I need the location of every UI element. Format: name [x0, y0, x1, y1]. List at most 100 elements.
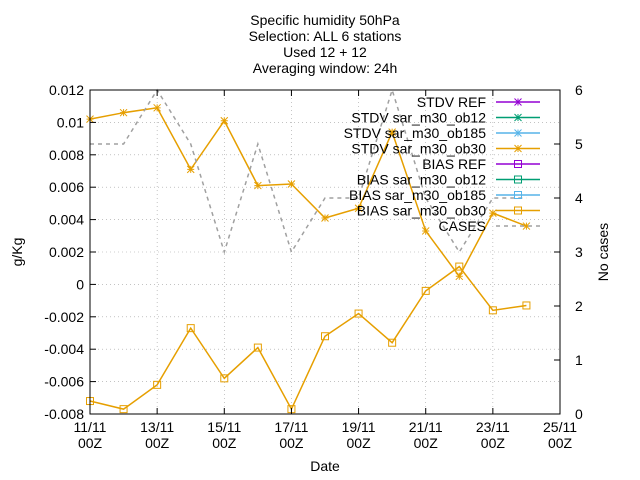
y2-tick-label: 5 — [575, 136, 583, 152]
data-point — [220, 374, 229, 383]
y-tick-label: 0.01 — [57, 114, 84, 130]
data-point — [489, 209, 497, 217]
legend-entry: BIAS sar_m30_ob185 — [349, 187, 540, 203]
legend-entry: BIAS sar_m30_ob30 — [357, 203, 540, 219]
data-point — [514, 191, 522, 199]
data-point — [514, 144, 522, 153]
axis-labels: Date g/Kg No cases — [9, 223, 611, 474]
data-point — [354, 309, 363, 318]
data-point — [186, 165, 195, 174]
data-point — [119, 108, 128, 117]
x-tick-label-date: 23/11 — [476, 419, 510, 435]
title-line-2: Selection: ALL 6 stations — [249, 28, 402, 44]
data-point — [388, 338, 397, 347]
y-tick-label: 0.012 — [49, 82, 84, 98]
grid — [90, 90, 560, 414]
data-point — [514, 129, 522, 137]
data-point — [388, 128, 396, 136]
y2-axis-label: No cases — [595, 223, 611, 281]
x-tick-label-date: 21/11 — [409, 419, 443, 435]
x-tick-label-hour: 00Z — [279, 435, 304, 451]
y-tick-label: -0.008 — [44, 406, 84, 422]
legend-entry: STDV sar_m30_ob185 — [344, 125, 540, 141]
x-tick-label-hour: 00Z — [414, 435, 439, 451]
x-tick-label-hour: 00Z — [212, 435, 237, 451]
y2-tick-label: 6 — [575, 82, 583, 98]
legend-entry: CASES — [439, 218, 540, 234]
legend-entry: BIAS sar_m30_ob12 — [357, 172, 540, 188]
legend-label: STDV sar_m30_ob30 — [351, 141, 486, 157]
x-axis-label: Date — [310, 458, 340, 474]
data-point — [119, 405, 128, 414]
data-point — [514, 98, 522, 106]
x-tick-label-date: 13/11 — [140, 419, 174, 435]
data-point — [421, 227, 430, 235]
x-tick-label-date: 11/11 — [74, 419, 107, 435]
series-line-bias-sar-m30-ob30 — [89, 265, 527, 411]
series-stdv-sar-m30-ob30 — [86, 103, 531, 281]
data-point — [455, 262, 464, 271]
data-point — [321, 332, 329, 341]
x-tick-label-hour: 00Z — [481, 435, 506, 451]
y2-tick-label: 3 — [575, 244, 583, 260]
data-point — [153, 103, 161, 112]
x-tick-label-date: 15/11 — [207, 419, 241, 435]
legend-label: BIAS sar_m30_ob12 — [357, 172, 486, 188]
legend-entry: STDV REF — [417, 94, 540, 110]
y-axis-label: g/Kg — [9, 238, 25, 267]
y-tick-label: 0.006 — [49, 179, 84, 195]
legend-label: STDV sar_m30_ob185 — [344, 125, 487, 141]
x-tick-label-date: 19/11 — [342, 419, 376, 435]
x-tick-label-hour: 00Z — [145, 435, 170, 451]
legend-label: BIAS REF — [422, 156, 486, 172]
title-line-3: Used 12 + 12 — [283, 44, 367, 60]
y-tick-label: 0.004 — [49, 212, 84, 228]
data-point — [421, 286, 430, 295]
data-point — [254, 181, 262, 190]
x-tick-label-hour: 00Z — [78, 435, 103, 451]
plot-frame — [89, 89, 561, 415]
legend-label: STDV REF — [417, 94, 486, 110]
axis-ticks: 11/1100Z13/1100Z15/1100Z17/1100Z19/1100Z… — [44, 82, 583, 451]
data-point — [354, 204, 363, 213]
series-cases — [90, 87, 527, 255]
data-point — [514, 206, 522, 215]
legend-label: BIAS sar_m30_ob30 — [357, 203, 486, 219]
data-point — [220, 116, 229, 125]
y-tick-label: -0.002 — [44, 309, 84, 325]
data-point — [153, 380, 162, 389]
x-tick-label-date: 17/11 — [274, 419, 308, 435]
data-point — [186, 324, 195, 333]
data-point — [514, 113, 522, 122]
x-tick-label-hour: 00Z — [548, 435, 573, 451]
y-tick-label: -0.004 — [44, 341, 84, 357]
data-point — [253, 343, 262, 352]
y2-tick-label: 2 — [575, 298, 583, 314]
y-tick-label: -0.006 — [44, 374, 84, 390]
data-point — [287, 180, 296, 188]
series-line-cases — [90, 87, 527, 255]
legend-label: CASES — [439, 218, 486, 234]
data-point — [321, 214, 329, 222]
legend-entry: STDV sar_m30_ob30 — [351, 141, 540, 157]
legend-label: STDV sar_m30_ob12 — [351, 110, 486, 126]
series-line-stdv-sar-m30-ob30 — [89, 107, 527, 278]
series-bias-sar-m30-ob30 — [86, 262, 531, 414]
data-point — [522, 222, 531, 230]
legend-label: BIAS sar_m30_ob185 — [349, 187, 486, 203]
y2-tick-label: 1 — [575, 352, 583, 368]
data-point — [514, 160, 522, 168]
y2-tick-label: 0 — [575, 406, 583, 422]
legend-entry: BIAS REF — [422, 156, 540, 172]
title-line-1: Specific humidity 50hPa — [250, 12, 400, 28]
x-tick-label-hour: 00Z — [347, 435, 372, 451]
legend-entry: STDV sar_m30_ob12 — [351, 110, 540, 126]
title-line-4: Averaging window: 24h — [253, 60, 398, 76]
y2-tick-label: 4 — [575, 190, 583, 206]
y-tick-label: 0.002 — [49, 244, 84, 260]
y-tick-label: 0 — [76, 276, 84, 292]
data-point — [455, 272, 464, 281]
